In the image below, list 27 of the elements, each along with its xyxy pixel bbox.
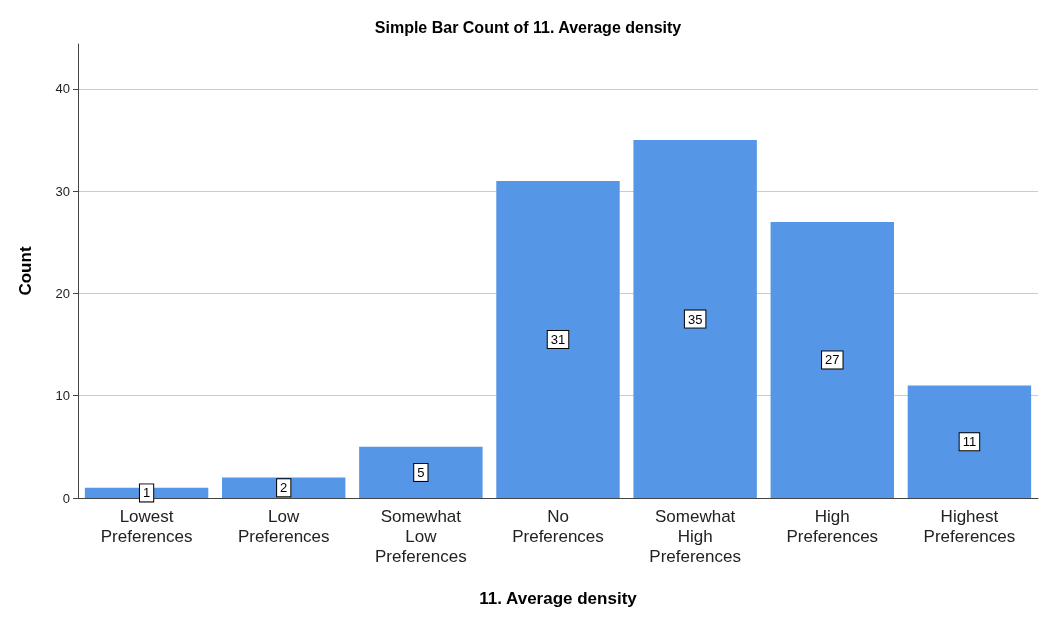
y-tick-label: 10 — [55, 388, 70, 404]
y-tick-label: 30 — [55, 183, 70, 199]
data-label: 11 — [962, 434, 977, 450]
data-label: 5 — [417, 464, 425, 480]
x-axis-title: 11. Average density — [479, 589, 638, 608]
chart-title: Simple Bar Count of 11. Average density — [374, 18, 682, 36]
x-tick-label: Somewhat High Preferences — [649, 506, 741, 566]
x-tick-label: No Preferences — [512, 506, 604, 546]
bar — [359, 446, 483, 498]
bar — [770, 221, 894, 498]
data-label: 31 — [550, 332, 566, 348]
x-tick-label: Highest Preferences — [923, 506, 1016, 546]
y-tick-label: 0 — [62, 490, 70, 506]
data-label: 27 — [825, 352, 840, 368]
data-label: 2 — [280, 480, 288, 496]
bar — [633, 140, 757, 498]
x-tick-label: Low Preferences — [237, 506, 330, 546]
y-tick-label: 20 — [55, 286, 70, 301]
y-axis-title: Count — [16, 246, 35, 296]
y-tick-label: 40 — [55, 81, 70, 97]
data-label: 1 — [142, 485, 151, 501]
x-tick-label: High Preferences — [786, 506, 879, 546]
bar — [496, 181, 620, 498]
x-tick-label: Lowest Preferences — [100, 506, 193, 546]
data-label: 35 — [687, 311, 703, 327]
x-tick-label: Somewhat Low Preferences — [375, 506, 467, 566]
bar — [907, 385, 1032, 498]
